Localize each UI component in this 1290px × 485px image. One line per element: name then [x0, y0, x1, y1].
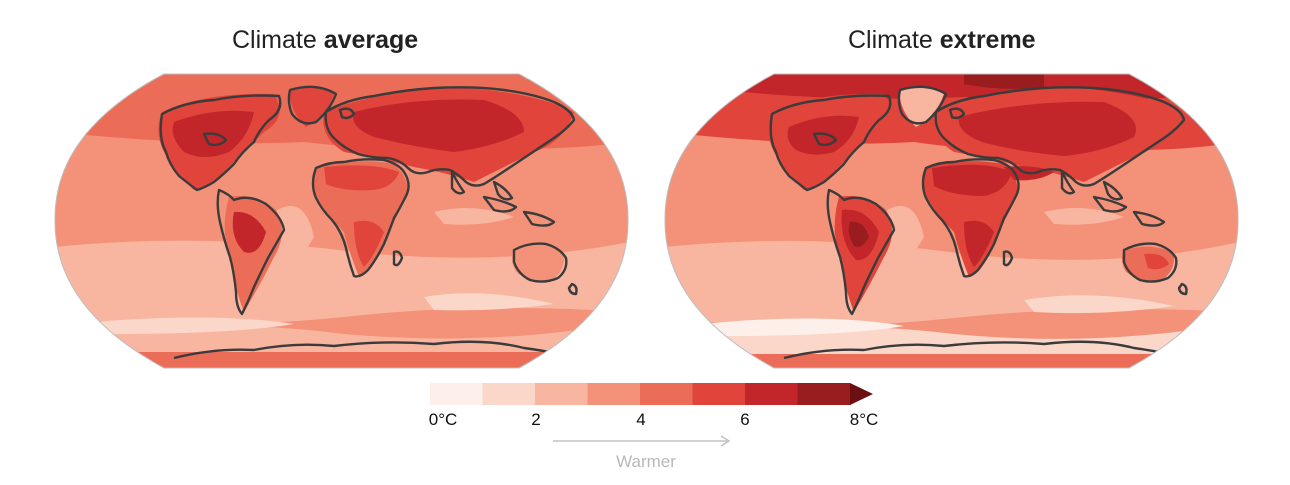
- legend-swatch: [535, 383, 588, 405]
- title-regular: Climate: [848, 26, 940, 54]
- legend-arrow-tip: [850, 383, 873, 405]
- map-title-average: Climate average: [232, 26, 418, 55]
- legend-tick-0: 0°C: [428, 410, 458, 429]
- map-title-extreme: Climate extreme: [848, 26, 1036, 55]
- antarctica-outline: [783, 340, 1185, 360]
- legend-swatch: [797, 383, 851, 405]
- antarctica-outline: [173, 340, 575, 360]
- title-bold: average: [323, 26, 419, 54]
- world-map-extreme: [664, 73, 1239, 369]
- warmer-label: Warmer: [616, 452, 676, 471]
- legend-swatch: [430, 383, 483, 405]
- coastline-outline: [769, 85, 1188, 316]
- legend-tick-6: 6: [740, 410, 750, 429]
- world-map-average: [54, 73, 629, 369]
- legend-swatch: [482, 383, 536, 405]
- legend-swatch: [745, 383, 798, 405]
- legend-swatch: [640, 383, 693, 405]
- temperature-legend: [430, 383, 873, 405]
- legend-tick-4: 4: [636, 410, 646, 429]
- warmer-arrow-icon: [553, 435, 731, 447]
- legend-tick-8: 8°C: [849, 410, 879, 429]
- coastline-outline: [159, 85, 578, 316]
- title-regular: Climate: [232, 26, 324, 54]
- legend-swatch: [587, 383, 641, 405]
- legend-swatch: [692, 383, 746, 405]
- legend-tick-2: 2: [531, 410, 541, 429]
- title-bold: extreme: [939, 26, 1036, 54]
